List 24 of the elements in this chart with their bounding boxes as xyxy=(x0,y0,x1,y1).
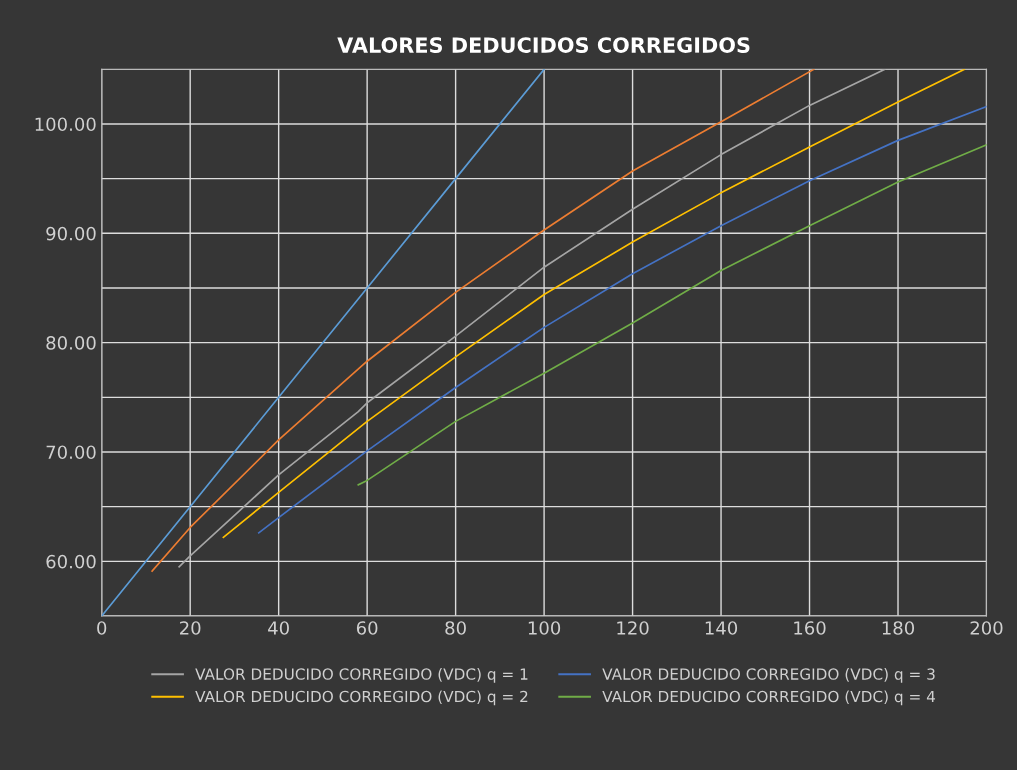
x-tick-label: 120 xyxy=(617,621,649,635)
line-series xyxy=(357,143,987,486)
x-tick-label: 200 xyxy=(970,621,1003,635)
line-series xyxy=(222,69,966,539)
x-tick-label: 100 xyxy=(528,621,561,635)
y-tick-label: 90.00 xyxy=(46,226,96,241)
x-tick-label: 20 xyxy=(180,621,201,635)
y-tick-label: 80.00 xyxy=(46,336,96,350)
x-tick-label: 140 xyxy=(705,621,738,635)
y-tick-label: 60.00 xyxy=(46,554,96,569)
line-series xyxy=(257,105,987,534)
x-tick-label: 160 xyxy=(794,621,826,635)
legend-label: VALOR DEDUCIDO CORREGIDO (VDC) q = 1 xyxy=(195,668,528,683)
legend-label: VALOR DEDUCIDO CORREGIDO (VDC) q = 3 xyxy=(602,668,935,683)
x-tick-label: 180 xyxy=(882,621,915,635)
x-tick-label: 40 xyxy=(268,621,289,635)
legend-label: VALOR DEDUCIDO CORREGIDO (VDC) q = 2 xyxy=(195,690,528,706)
y-tick-label: 100.00 xyxy=(35,117,96,132)
x-tick-label: 60 xyxy=(356,621,378,635)
chart-title: VALORES DEDUCIDOS CORREGIDOS xyxy=(337,37,750,53)
legend-label: VALOR DEDUCIDO CORREGIDO (VDC) q = 4 xyxy=(602,690,936,706)
y-tick-label: 70.00 xyxy=(46,445,96,460)
x-tick-label: 0 xyxy=(97,621,107,635)
x-tick-label: 80 xyxy=(445,621,466,635)
